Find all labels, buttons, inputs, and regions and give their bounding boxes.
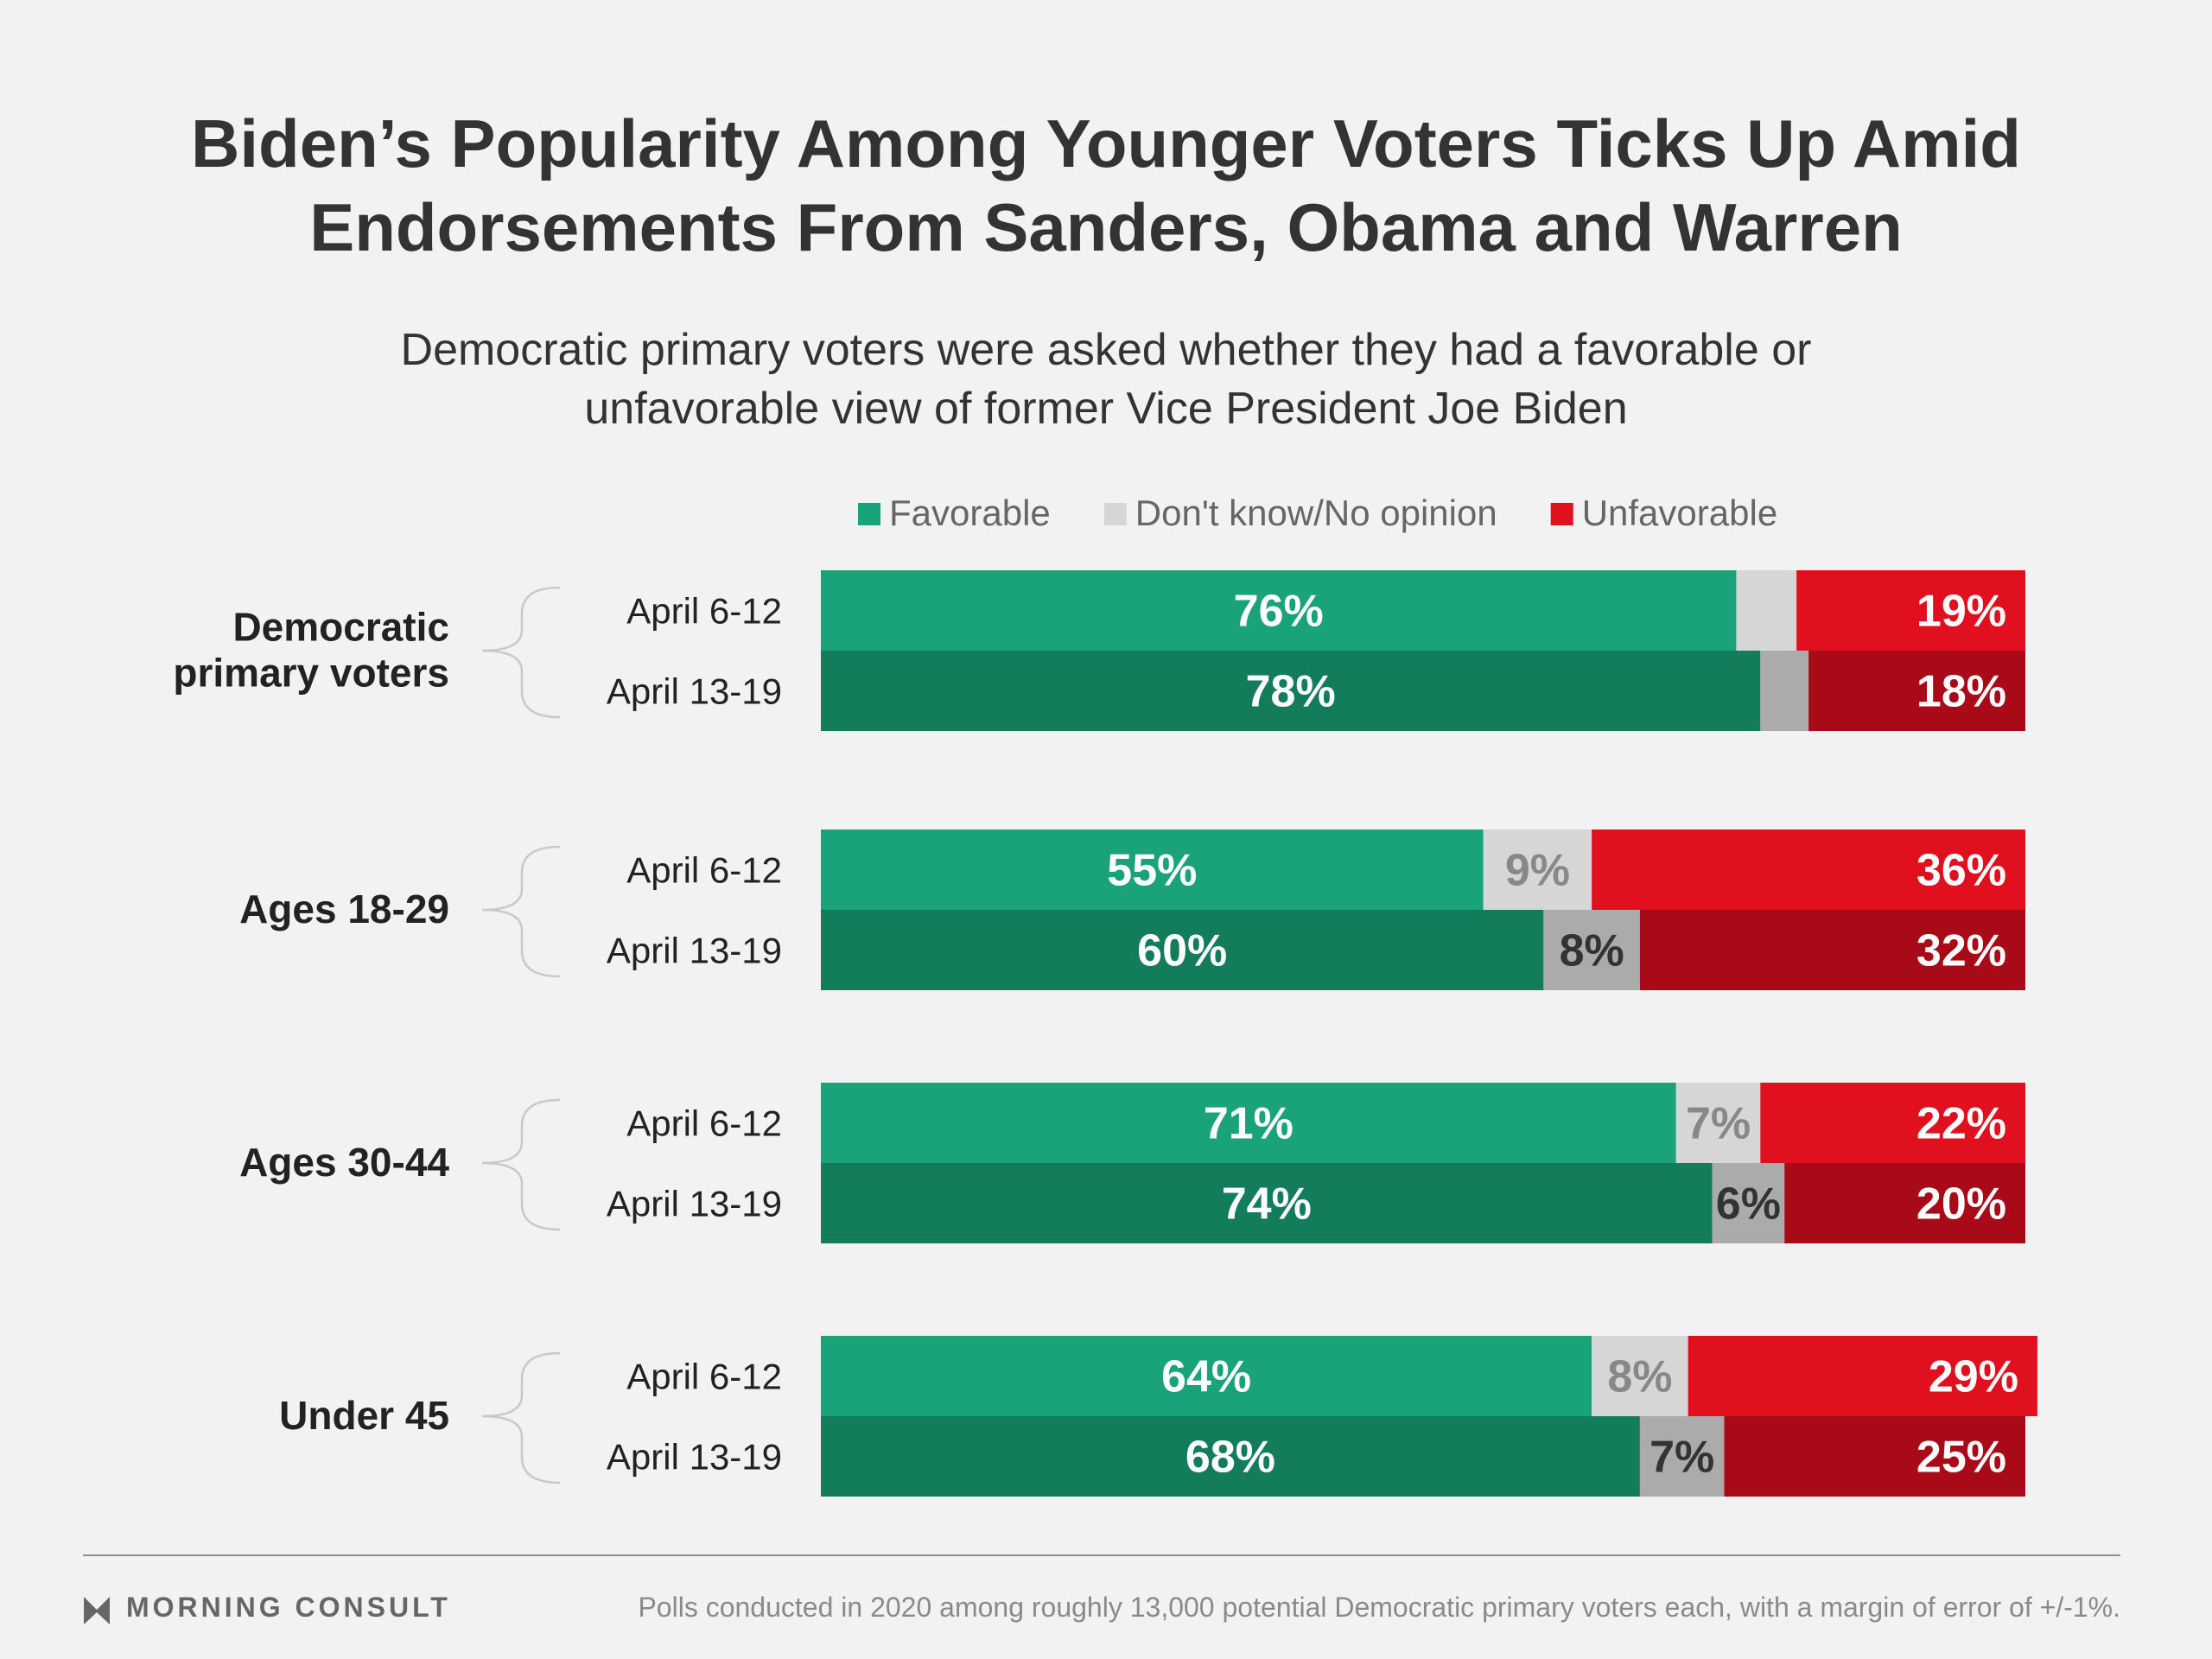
bar-unfavorable-3-0	[1688, 1336, 2037, 1416]
bar-label-dont-know-3-1: 7%	[1649, 1433, 1714, 1483]
legend-label-1: Don't know/No opinion	[1135, 493, 1497, 533]
period-label-0-0: April 6-12	[626, 591, 782, 632]
period-label-2-1: April 13-19	[607, 1184, 782, 1224]
group-label-2-0: Ages 30-44	[239, 1140, 449, 1185]
bar-unfavorable-1-1	[1639, 910, 2025, 990]
bar-label-unfavorable-0-0: 19%	[1916, 587, 2006, 637]
title-line-1: Biden’s Popularity Among Younger Voters …	[191, 105, 2021, 181]
footer: MORNING CONSULT Polls conducted in 2020 …	[83, 1554, 2120, 1624]
bar-label-favorable-1-1: 60%	[1137, 926, 1227, 976]
bar-label-favorable-1-0: 55%	[1107, 846, 1197, 896]
bar-dont-know-2-0	[1675, 1083, 1761, 1163]
bar-unfavorable-3-1	[1724, 1416, 2025, 1497]
bar-favorable-0-1	[821, 651, 1761, 731]
group-1: Ages 18-29 April 6-12 55% 9% 36% April 13-19 6…	[239, 830, 2025, 990]
group-brace-2	[481, 1098, 561, 1231]
bar-label-dont-know-3-0: 8%	[1607, 1352, 1672, 1402]
group-brace-0	[481, 586, 561, 719]
group-3: Under 45 April 6-12 64% 8% 29% April 13-19 68%…	[279, 1336, 2037, 1497]
bar-label-dont-know-2-0: 7%	[1686, 1099, 1751, 1149]
bar-label-dont-know-1-0: 9%	[1505, 846, 1570, 896]
footer-note: Polls conducted in 2020 among roughly 13…	[638, 1592, 2120, 1623]
bar-label-favorable-3-0: 64%	[1161, 1352, 1251, 1402]
morning-consult-logo-icon	[84, 1597, 110, 1624]
bar-label-unfavorable-2-1: 20%	[1916, 1179, 2006, 1230]
title-line-2: Endorsements From Sanders, Obama and War…	[309, 189, 1903, 265]
bar-dont-know-0-1	[1760, 651, 1809, 731]
bar-favorable-3-0	[821, 1336, 1592, 1416]
period-label-3-0: April 6-12	[626, 1357, 782, 1397]
period-label-1-0: April 6-12	[626, 850, 782, 891]
bar-label-favorable-0-0: 76%	[1234, 587, 1324, 637]
legend-label-2: Unfavorable	[1582, 493, 1777, 533]
group-brace-3	[481, 1351, 561, 1484]
period-label-1-1: April 13-19	[607, 931, 782, 971]
bar-label-unfavorable-1-1: 32%	[1916, 926, 2006, 976]
bar-unfavorable-2-0	[1760, 1083, 2025, 1163]
bar-label-favorable-2-0: 71%	[1204, 1099, 1294, 1149]
bar-label-dont-know-1-1: 8%	[1560, 926, 1624, 976]
bar-dont-know-1-0	[1483, 830, 1592, 910]
bar-unfavorable-0-0	[1796, 570, 2025, 651]
bar-unfavorable-0-1	[1808, 651, 2025, 731]
bar-label-unfavorable-0-1: 18%	[1916, 667, 2006, 717]
bar-unfavorable-2-1	[1784, 1163, 2025, 1243]
group-2: Ages 30-44 April 6-12 71% 7% 22% April 13-19 7…	[239, 1083, 2025, 1243]
chart-title: Biden’s Popularity Among Younger Voters …	[191, 105, 2021, 265]
group-label-0-0: Democratic	[232, 605, 449, 650]
bar-label-dont-know-2-1: 6%	[1716, 1179, 1781, 1230]
legend-label-0: Favorable	[889, 493, 1051, 533]
subtitle-line-1: Democratic primary voters were asked whe…	[401, 325, 1812, 375]
group-label-0-1: primary voters	[173, 651, 449, 696]
bar-favorable-1-1	[821, 910, 1544, 990]
logo-wordmark: MORNING CONSULT	[126, 1592, 451, 1623]
bar-favorable-0-0	[821, 570, 1737, 651]
bar-favorable-1-0	[821, 830, 1484, 910]
bar-dont-know-3-0	[1592, 1336, 1688, 1416]
bar-dont-know-1-1	[1543, 910, 1640, 990]
bar-label-unfavorable-3-1: 25%	[1916, 1433, 2006, 1483]
group-label-3-0: Under 45	[279, 1393, 449, 1438]
subtitle-line-2: unfavorable view of former Vice Presiden…	[584, 384, 1627, 434]
period-label-0-1: April 13-19	[607, 671, 782, 712]
bar-dont-know-3-1	[1639, 1416, 1725, 1497]
bar-favorable-2-0	[821, 1083, 1676, 1163]
chart-subtitle: Democratic primary voters were asked whe…	[401, 325, 1812, 434]
bar-unfavorable-1-0	[1592, 830, 2025, 910]
legend-swatch-2	[1550, 503, 1573, 525]
bar-label-unfavorable-3-0: 29%	[1929, 1352, 2018, 1402]
legend-swatch-0	[858, 503, 880, 525]
bar-label-unfavorable-1-0: 36%	[1916, 846, 2006, 896]
group-label-1-0: Ages 18-29	[239, 887, 449, 931]
bar-label-favorable-2-1: 74%	[1222, 1179, 1312, 1230]
bar-label-unfavorable-2-0: 22%	[1916, 1099, 2006, 1149]
bar-label-favorable-3-1: 68%	[1185, 1433, 1275, 1483]
bar-favorable-2-1	[821, 1163, 1713, 1243]
bar-dont-know-0-0	[1736, 570, 1797, 651]
bar-label-favorable-0-1: 78%	[1246, 667, 1336, 717]
period-label-3-1: April 13-19	[607, 1437, 782, 1478]
bar-favorable-3-1	[821, 1416, 1640, 1497]
group-brace-1	[481, 845, 561, 978]
period-label-2-0: April 6-12	[626, 1103, 782, 1144]
bar-dont-know-2-1	[1712, 1163, 1785, 1243]
legend: Favorable Don't know/No opinion Unfavorabl…	[858, 493, 1777, 533]
legend-swatch-1	[1103, 503, 1127, 525]
